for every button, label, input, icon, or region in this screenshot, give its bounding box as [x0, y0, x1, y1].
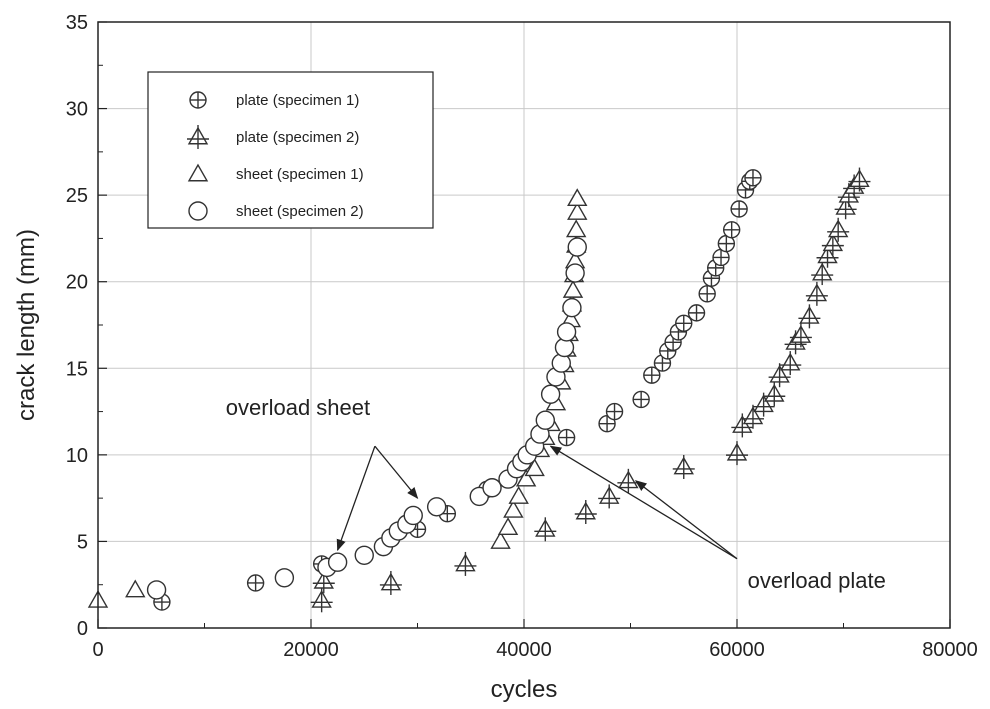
data-point: [689, 305, 705, 321]
y-tick-label: 30: [66, 99, 88, 121]
data-point: [558, 323, 576, 341]
annotation-2: overload plate: [551, 446, 886, 593]
data-point: [798, 304, 820, 328]
x-tick-label: 0: [92, 639, 103, 661]
y-tick-label: 15: [66, 358, 88, 380]
data-point: [806, 282, 828, 306]
data-point: [428, 498, 446, 516]
data-point: [499, 519, 517, 535]
y-tick-label: 5: [77, 531, 88, 553]
data-point: [559, 430, 575, 446]
data-point: [355, 546, 373, 564]
x-tick-label: 40000: [496, 639, 552, 661]
data-point: [699, 286, 715, 302]
y-tick-label: 10: [66, 445, 88, 467]
plot-data: [89, 168, 870, 613]
data-point: [380, 571, 402, 595]
y-axis-title: crack length (mm): [13, 229, 40, 421]
data-point: [542, 385, 560, 403]
x-tick-label: 60000: [709, 639, 765, 661]
data-point: [607, 404, 623, 420]
data-point: [404, 506, 422, 524]
data-point: [534, 517, 556, 541]
data-point: [673, 455, 695, 479]
annotation-text: overload sheet: [226, 395, 370, 420]
y-tick-label: 20: [66, 272, 88, 294]
data-point: [563, 299, 581, 317]
data-point: [126, 581, 144, 597]
data-point: [633, 391, 649, 407]
annotation-1: overload sheet: [226, 395, 418, 550]
data-point: [724, 222, 740, 238]
data-point: [483, 479, 501, 497]
y-tick-label: 35: [66, 12, 88, 34]
axis-titles: cycles crack length (mm): [13, 229, 557, 703]
y-tick-label: 25: [66, 185, 88, 207]
data-point: [564, 281, 582, 297]
data-point: [536, 411, 554, 429]
x-tick-label: 20000: [283, 639, 339, 661]
x-axis-title: cycles: [491, 676, 558, 703]
data-point: [454, 552, 476, 576]
data-point: [510, 487, 528, 503]
data-point: [598, 484, 620, 508]
data-point: [552, 354, 570, 372]
data-point: [248, 575, 264, 591]
data-point: [329, 553, 347, 571]
data-point: [148, 581, 166, 599]
annotation-arrow: [636, 481, 737, 559]
annotation-arrow: [375, 446, 418, 498]
data-point: [726, 441, 748, 465]
data-point: [731, 201, 747, 217]
legend-marker: [189, 202, 207, 220]
data-point: [745, 170, 761, 186]
annotation-text: overload plate: [748, 568, 886, 593]
data-point: [568, 190, 586, 206]
data-point: [275, 569, 293, 587]
legend: plate (specimen 1) plate (specimen 2) shee…: [148, 72, 433, 228]
legend-label: plate (specimen 1): [236, 92, 359, 109]
data-point: [567, 221, 585, 237]
annotation-arrow: [338, 446, 375, 550]
data-point: [575, 500, 597, 524]
data-point: [568, 238, 586, 256]
data-point: [311, 588, 333, 612]
legend-label: plate (specimen 2): [236, 129, 359, 146]
legend-label: sheet (specimen 2): [236, 203, 364, 220]
x-tick-label: 80000: [922, 639, 978, 661]
legend-label: sheet (specimen 1): [236, 166, 364, 183]
legend-marker: [190, 92, 206, 108]
y-tick-label: 0: [77, 618, 88, 640]
data-point: [566, 264, 584, 282]
series-1: [154, 170, 761, 610]
